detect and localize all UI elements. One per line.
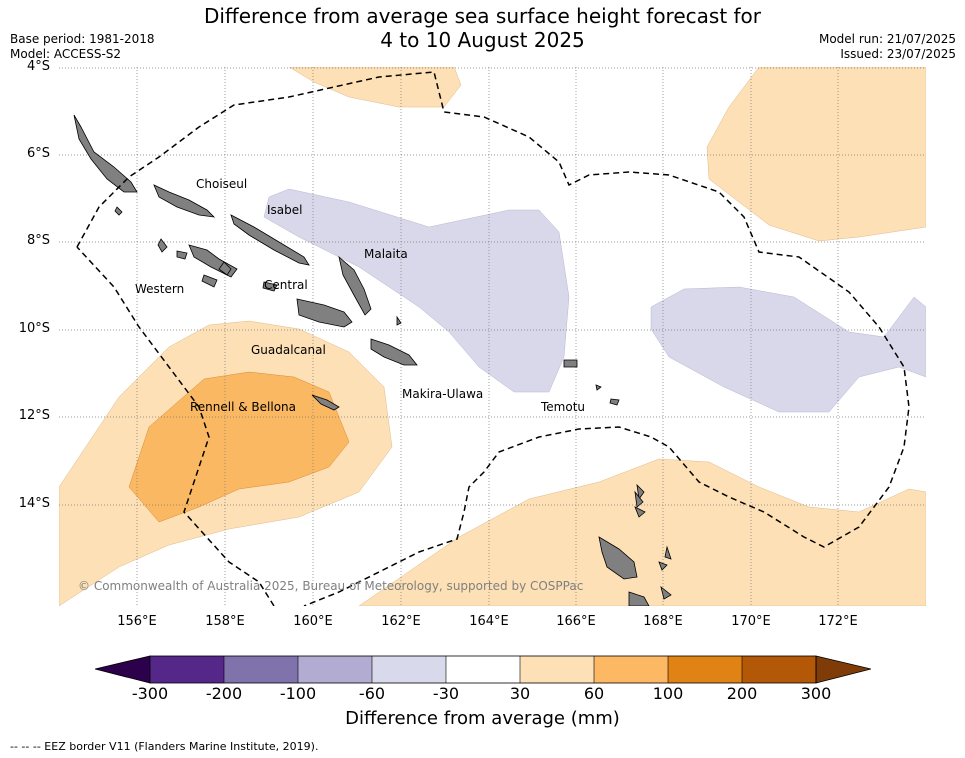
lon-label-166e: 166°E [556,614,596,629]
cbar-tick-minus100: -100 [279,684,317,703]
chart-title: Difference from average sea surface heig… [0,4,965,52]
colorbar-bin-2 [224,656,298,683]
island-rendova [201,274,218,288]
lat-label-14s: 14°S [18,496,50,511]
anomaly-light-orange-south [358,458,926,606]
island-gizo [176,250,188,260]
title-line-2: 4 to 10 August 2025 [380,28,585,52]
lon-label-162e: 162°E [381,614,421,629]
island-isabel [230,214,310,266]
island-vella [157,238,168,253]
cbar-tick-300: 300 [800,684,832,703]
island-vanuatu-ambae [660,585,672,600]
island-makira [370,338,418,366]
model-run: Model run: 21/07/2025 [818,32,956,46]
anomaly-light-purple-central [263,188,570,393]
region-isabel: Isabel [267,203,303,217]
eez-solomon [76,71,910,606]
lon-label-156e: 156°E [117,614,157,629]
grid-lines [59,67,926,606]
island-malaita [338,255,372,316]
meta-left: Base period: 1981-2018 Model: ACCESS-S2 [10,32,155,62]
eez-border [76,71,910,606]
lon-label-172e: 172°E [818,614,858,629]
colorbar-bin-9 [742,656,816,683]
lon-label-160e: 160°E [293,614,333,629]
lon-label-168e: 168°E [643,614,683,629]
region-guadalcanal: Guadalcanal [251,343,326,357]
region-choiseul: Choiseul [196,177,248,191]
colorbar [95,655,871,684]
colorbar-bin-7 [594,656,668,683]
island-kolombangara [218,261,232,276]
anomaly-light-orange-east [706,67,926,242]
island-shortland [114,206,123,216]
colorbar-bin-5 [446,656,520,683]
meta-right: Model run: 21/07/2025 Issued: 23/07/2025 [819,32,956,62]
region-malaita: Malaita [364,247,408,261]
colorbar-bin-1 [150,656,224,683]
land-masses [73,114,672,606]
island-choiseul-east [153,184,216,218]
island-vanuatu-banks [634,506,646,518]
lon-label-164e: 164°E [469,614,509,629]
cbar-tick-30: 30 [509,684,531,703]
island-guadalcanal [296,298,353,328]
cbar-tick-minus60: -60 [358,684,386,703]
colorbar-bin-8 [668,656,742,683]
colorbar-title: Difference from average (mm) [345,708,620,729]
cbar-tick-minus200: -200 [205,684,243,703]
island-vanuatu-torres [634,490,644,508]
lat-label-12s: 12°S [18,408,50,423]
region-western: Western [135,282,185,296]
island-choiseul [73,114,138,193]
lon-label-170e: 170°E [731,614,771,629]
island-anuta [595,384,602,391]
forecast-map: Choiseul Isabel Malaita Western Central … [59,67,926,606]
lat-label-8s: 8°S [26,233,50,248]
island-rennell [311,394,340,411]
island-vanuatu-pentecost [664,545,672,560]
anomaly-mid-orange [128,371,350,523]
lat-label-6s: 6°S [26,146,50,161]
issued-date: Issued: 23/07/2025 [840,47,956,61]
lon-label-158e: 158°E [205,614,245,629]
anomaly-light-purple-east [650,286,926,413]
copyright-notice: © Commonwealth of Australia 2025, Bureau… [78,579,584,593]
colorbar-bin-4 [372,656,446,683]
region-temotu: Temotu [541,400,586,414]
region-rennell-bellona: Rennell & Bellona [190,400,297,414]
colorbar-bin-3 [298,656,372,683]
cbar-tick-60: 60 [583,684,605,703]
region-makira-ulawa: Makira-Ulawa [402,387,484,401]
region-central: Central [264,278,308,292]
cbar-tick-100: 100 [652,684,684,703]
cbar-tick-200: 200 [726,684,758,703]
lat-label-4s: 4°S [26,59,50,74]
island-vanuatu-north [636,483,645,501]
model-name: Model: ACCESS-S2 [10,47,122,61]
title-line-1: Difference from average sea surface heig… [203,4,762,28]
lat-label-10s: 10°S [18,321,50,336]
cbar-tick-minus30: -30 [432,684,460,703]
colorbar-extend-high [815,655,871,684]
island-ulawa [396,315,402,326]
base-period: Base period: 1981-2018 [10,32,155,46]
colorbar-bin-6 [520,656,594,683]
island-vanuatu-espiritu [598,536,638,580]
cbar-tick-minus300: -300 [131,684,169,703]
colorbar-extend-low [95,655,151,684]
island-vanuatu-maewo [658,561,668,571]
island-new-georgia [188,244,238,278]
anomaly-light-orange-north [288,67,462,108]
island-central [262,281,278,292]
island-temotu-small [609,398,620,406]
island-vanuatu-malekula [628,591,650,606]
island-temotu-ndeni [563,359,578,368]
map-canvas [59,67,926,606]
eez-legend: -- -- -- EEZ border V11 (Flanders Marine… [10,740,319,753]
